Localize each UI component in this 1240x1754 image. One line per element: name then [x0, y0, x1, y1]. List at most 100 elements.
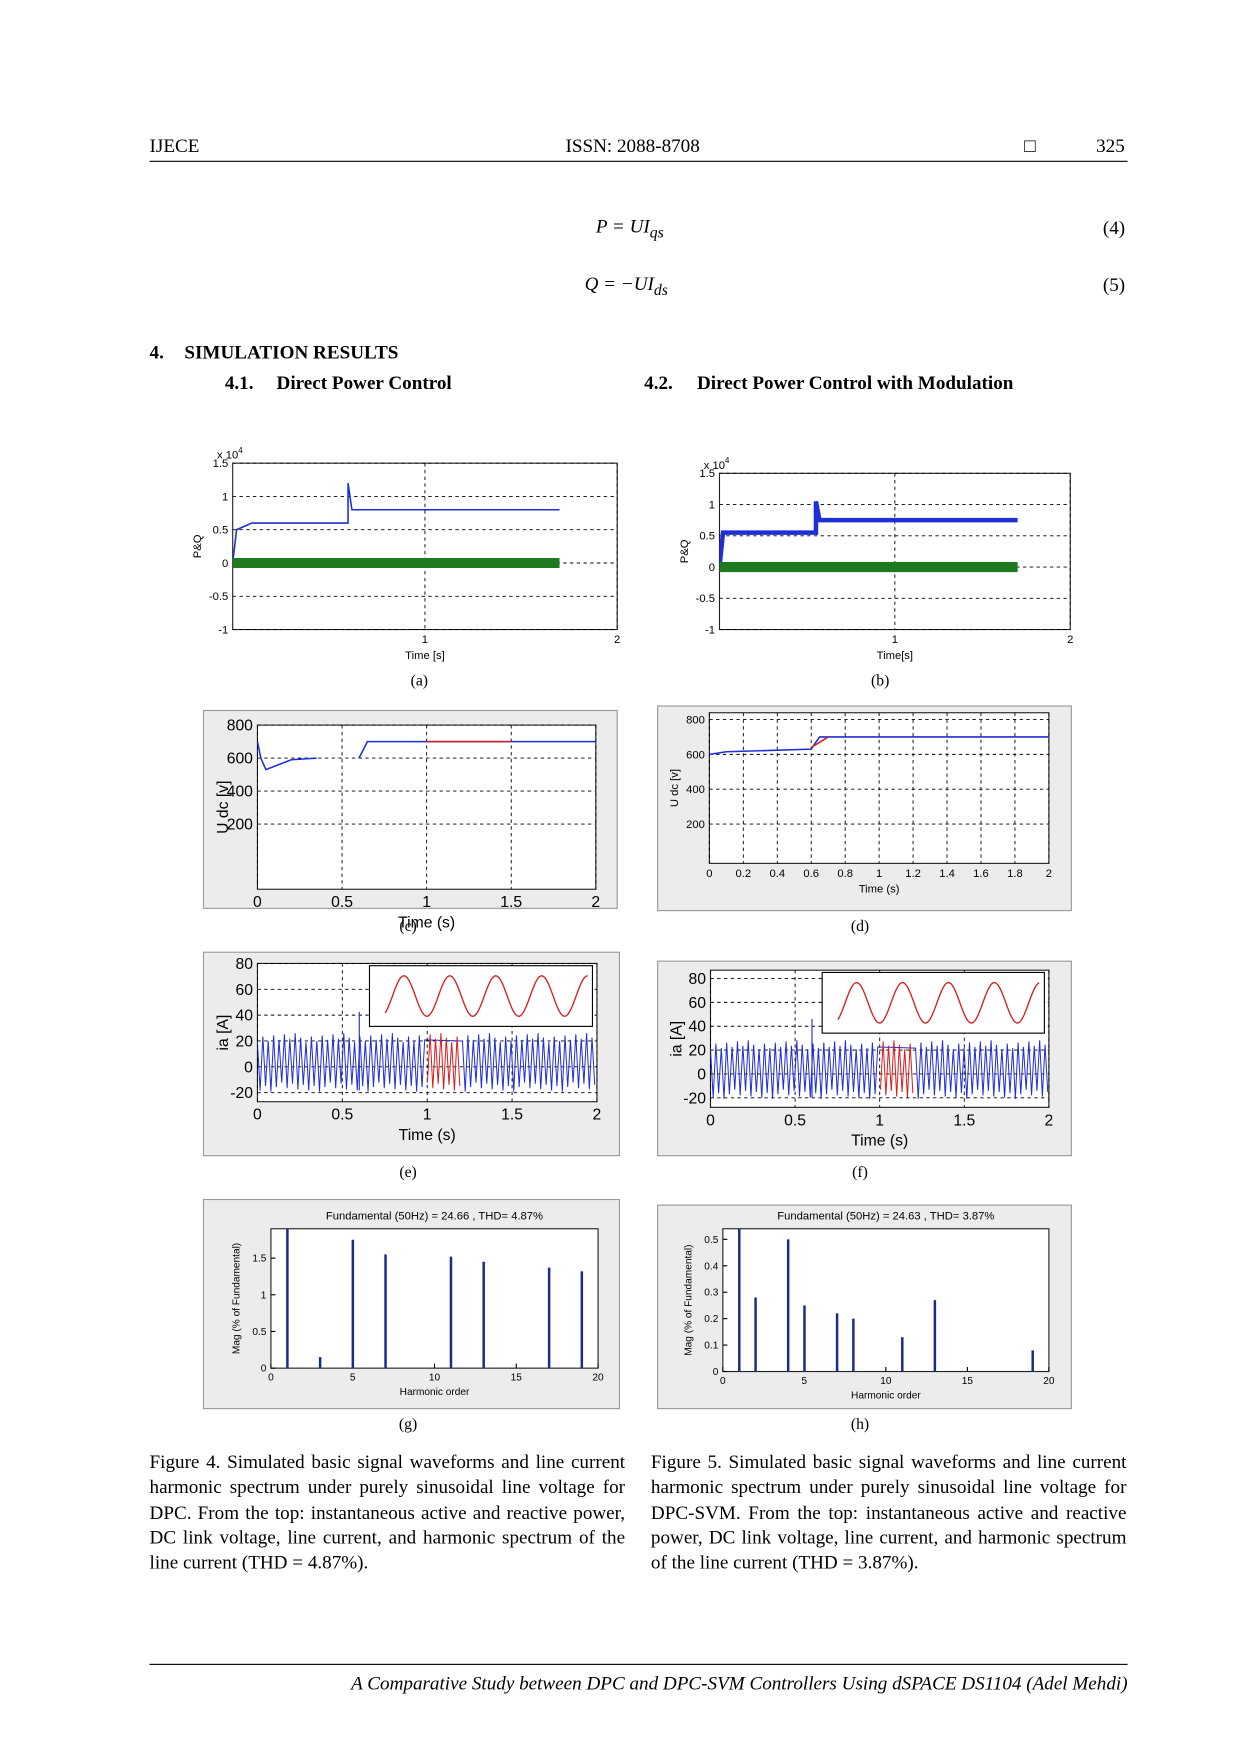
plot-area — [722, 1228, 1050, 1373]
subfigure: 800 600 400 200 0 0.2 0.4 0.6 0.8 1 1.2 1.4 1.6 1.8 2 U… — [657, 705, 1072, 935]
header-page: 325 — [1096, 134, 1125, 157]
x-axis-label: Time [s] — [405, 650, 445, 662]
y-tick-label: 800 — [227, 718, 253, 735]
inset-waveform — [384, 975, 588, 1017]
harmonic-bar — [286, 1228, 289, 1369]
plot-data — [286, 1228, 584, 1369]
y-axis-label: Mag (% of Fundamental) — [231, 1243, 242, 1354]
x-tick-label: 20 — [1043, 1376, 1055, 1387]
harmonic-bar — [901, 1337, 904, 1372]
equation-number: (5) — [1102, 274, 1126, 296]
y-tick-label: -1 — [705, 624, 715, 636]
x-tick-label: 0 — [706, 868, 712, 880]
footer: A Comparative Study between DPC and DPC-… — [351, 1672, 1128, 1695]
y-tick-label: 600 — [686, 749, 705, 761]
y-axis-label: P&Q — [679, 539, 691, 563]
figure-caption: Figure 5. Simulated basic signal wavefor… — [650, 1451, 1127, 1573]
x-tick-label: 2 — [614, 634, 620, 646]
subsection-title: Direct Power Control — [276, 372, 452, 394]
y-axis-label: P&Q — [192, 534, 204, 558]
equation: P = UIqs — [596, 216, 664, 243]
y-tick-label: 200 — [227, 817, 253, 834]
y-tick-label: 40 — [689, 1019, 707, 1036]
equation-subscript: ds — [653, 282, 668, 300]
harmonic-bar — [933, 1300, 937, 1372]
y-tick-label: 0.3 — [704, 1288, 718, 1299]
harmonic-bar — [754, 1297, 757, 1372]
harmonic-bar — [318, 1357, 322, 1369]
x-tick-label: 1 — [876, 868, 882, 880]
y-axis-label: U dc [v] — [669, 769, 681, 807]
x-axis-label: Time[s] — [877, 650, 913, 662]
y-axis-label: U dc [v] — [215, 781, 232, 834]
subfigure-label: (b) — [871, 673, 889, 690]
y-tick-label: 0.5 — [704, 1235, 718, 1246]
y-tick-label: 0.1 — [704, 1341, 718, 1352]
y-tick-label: 400 — [227, 784, 253, 801]
header-issn: ISSN: 2088-8708 — [565, 134, 700, 157]
harmonic-bar — [449, 1256, 453, 1369]
subfigure: 1.5 1 0.5 0 -0.5 -1 1 2 P&Q Time[s] x 104 (b) — [679, 456, 1073, 690]
subfigure: 1.5 1 0.5 0 -0.5 -1 1 2 P&Q Time [s] x 104 (a) — [192, 446, 620, 690]
x-tick-label: 1 — [422, 634, 428, 646]
plot-data — [257, 740, 596, 771]
x-axis-label: Time (s) — [859, 884, 900, 896]
plot-data — [719, 501, 1018, 573]
x-tick-label: 1 — [423, 1107, 432, 1124]
x-tick-label: 1.6 — [973, 868, 989, 880]
y-tick-label: 60 — [689, 995, 707, 1012]
current-waveform — [257, 1033, 596, 1092]
y-tick-label: -1 — [218, 624, 228, 636]
axis-exponent: x 104 — [217, 446, 243, 462]
y-tick-label: 0 — [709, 562, 715, 574]
y-axis-label: Mag (% of Fundamental) — [683, 1245, 694, 1356]
header-rule — [149, 160, 1128, 162]
y-tick-label: 0 — [244, 1059, 253, 1076]
equation-number: (4) — [1102, 216, 1126, 239]
x-tick-label: 0.8 — [837, 868, 853, 880]
subfigure-label: (d) — [851, 918, 869, 935]
footer-rule — [149, 1663, 1128, 1665]
plot-area — [270, 1228, 599, 1369]
subsection-title: Direct Power Control with Modulation — [697, 372, 1014, 394]
y-tick-label: 20 — [235, 1033, 253, 1050]
x-tick-label: 0 — [253, 1107, 262, 1124]
x-tick-label: 0 — [268, 1373, 274, 1384]
y-tick-label: 800 — [686, 714, 705, 726]
x-tick-label: 5 — [350, 1373, 356, 1384]
exponent-base: x 10 — [704, 460, 725, 472]
equation-text: P = UI — [595, 215, 650, 238]
signal-line — [810, 736, 829, 749]
subfigure: 0 0.5 1 1.5 0 5 10 15 20 Mag (% of Fundamental) Ha… — [202, 1198, 620, 1433]
subsection-number: 4.2. — [644, 372, 673, 394]
x-tick-label: 0.5 — [331, 1107, 353, 1124]
x-tick-label: 2 — [1045, 1112, 1054, 1129]
y-axis-label: ia [A] — [215, 1015, 232, 1051]
x-axis-label: Time (s) — [399, 1127, 456, 1144]
x-axis-label: Time (s) — [398, 914, 455, 931]
plot-data — [232, 483, 560, 569]
subfigure-label: (h) — [851, 1416, 869, 1433]
current-waveform — [710, 1040, 1049, 1099]
harmonic-bar — [547, 1267, 551, 1369]
x-tick-label: 5 — [802, 1376, 808, 1387]
y-tick-label: -0.5 — [696, 593, 715, 605]
exponent-power: 4 — [238, 446, 243, 455]
y-tick-label: 1.5 — [213, 458, 229, 470]
harmonic-bar — [738, 1228, 741, 1372]
x-tick-label: 20 — [592, 1373, 604, 1384]
header-journal: IJECE — [149, 134, 200, 157]
section-title: SIMULATION RESULTS — [184, 341, 399, 364]
plot-data — [738, 1228, 1034, 1372]
y-tick-label: 0.5 — [252, 1327, 266, 1338]
subfigure: 800 600 400 200 0 0.5 1 1.5 2 U dc [v] Time (s)(c) — [202, 709, 618, 935]
x-tick-label: 10 — [880, 1376, 892, 1387]
subfigure-label: (g) — [399, 1416, 417, 1433]
x-tick-label: 0 — [720, 1376, 726, 1387]
x-tick-label: 15 — [511, 1373, 523, 1384]
x-tick-label: 1 — [875, 1112, 884, 1129]
subfigure: 0 0.1 0.2 0.3 0.4 0.5 0 5 10 15 20 Mag (% of Fundam… — [657, 1204, 1072, 1433]
equation-text: Q = −UI — [584, 273, 654, 295]
